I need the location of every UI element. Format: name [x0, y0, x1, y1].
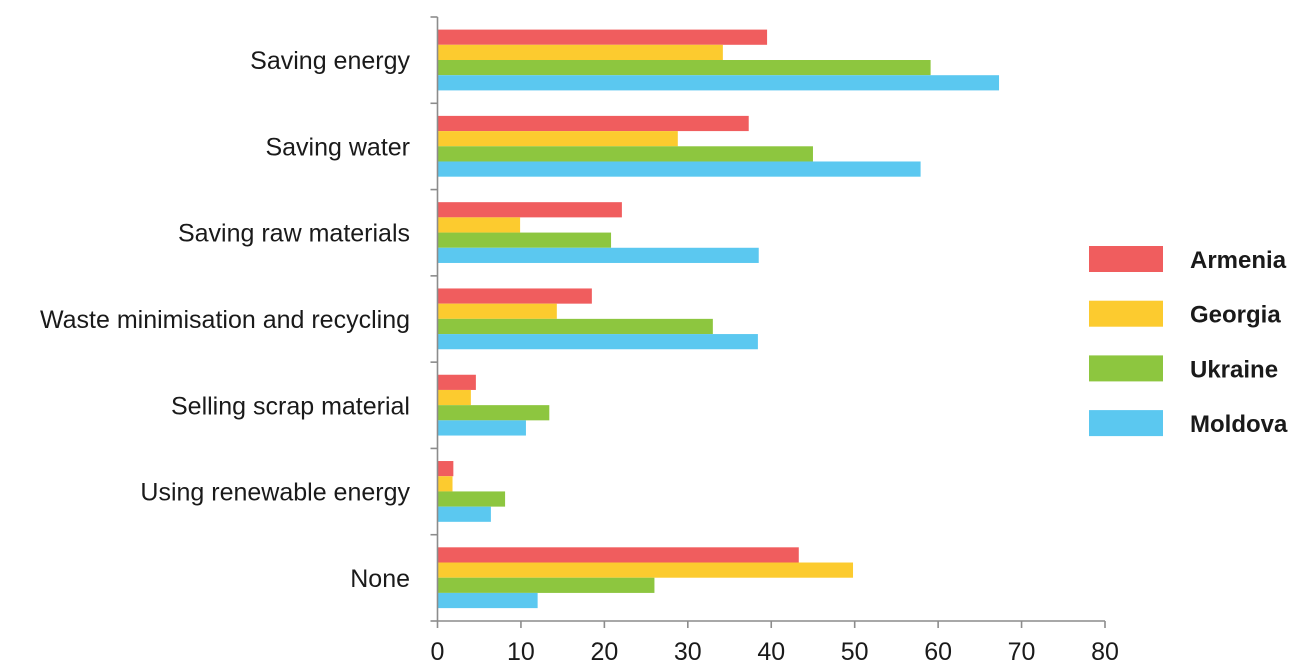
- x-tick-label: 50: [841, 638, 869, 666]
- bar-georgia-2: [437, 217, 521, 233]
- labels-layer: Saving energy Saving water Saving raw mate…: [40, 47, 1119, 666]
- legend-swatch-moldova: [1089, 410, 1163, 437]
- bar-moldova-2: [437, 247, 759, 263]
- bar-georgia-1: [437, 131, 678, 147]
- bar-georgia-5: [437, 476, 453, 492]
- category-label: Saving water: [265, 133, 410, 161]
- bar-moldova-3: [437, 334, 758, 350]
- x-tick-label: 30: [674, 638, 702, 666]
- x-tick-label: 20: [590, 638, 618, 666]
- bar-ukraine-5: [437, 491, 506, 507]
- legend-label-georgia: Georgia: [1190, 302, 1281, 329]
- legend-label-ukraine: Ukraine: [1190, 356, 1278, 383]
- bar-armenia-1: [437, 115, 749, 132]
- bar-georgia-6: [437, 562, 854, 578]
- legend-swatch-armenia: [1089, 246, 1163, 272]
- bar-armenia-2: [437, 202, 622, 218]
- bar-moldova-5: [437, 506, 491, 522]
- bar-ukraine-4: [437, 405, 550, 421]
- x-tick-label: 10: [507, 638, 535, 666]
- category-label: Selling scrap material: [171, 392, 410, 420]
- x-tick-label: 0: [431, 638, 445, 666]
- legend-swatch-ukraine: [1089, 355, 1163, 382]
- bar-armenia-4: [437, 374, 476, 390]
- legend-swatch-georgia: [1089, 300, 1163, 327]
- legend-label-moldova: Moldova: [1190, 411, 1288, 438]
- x-tick-label: 80: [1091, 638, 1119, 666]
- bar-ukraine-6: [437, 577, 655, 593]
- bar-ukraine-1: [437, 146, 813, 162]
- x-tick-label: 70: [1008, 638, 1036, 666]
- category-label: Saving energy: [250, 47, 410, 75]
- bar-moldova-6: [437, 592, 538, 609]
- x-tick-label: 60: [924, 638, 952, 666]
- category-label: Saving raw materials: [178, 220, 410, 248]
- x-tick-label: 40: [757, 638, 785, 666]
- bar-moldova-0: [437, 75, 1000, 91]
- bar-ukraine-3: [437, 318, 713, 335]
- bars-layer: [437, 29, 1000, 609]
- bar-armenia-6: [437, 547, 799, 563]
- bar-armenia-5: [437, 461, 454, 477]
- category-label: None: [350, 565, 410, 593]
- bar-armenia-0: [437, 29, 768, 45]
- bar-ukraine-0: [437, 60, 931, 76]
- bar-moldova-1: [437, 161, 921, 177]
- legend-label-armenia: Armenia: [1190, 247, 1287, 274]
- bar-georgia-4: [437, 389, 471, 406]
- bar-georgia-0: [437, 44, 723, 60]
- category-label: Using renewable energy: [140, 479, 410, 507]
- bar-armenia-3: [437, 288, 592, 304]
- bar-georgia-3: [437, 303, 557, 319]
- legend: Armenia Georgia Ukraine Moldova: [1089, 246, 1288, 438]
- bar-moldova-4: [437, 420, 526, 436]
- category-label: Waste minimisation and recycling: [40, 306, 410, 334]
- axes-layer: [430, 16, 1106, 628]
- bar-ukraine-2: [437, 232, 612, 248]
